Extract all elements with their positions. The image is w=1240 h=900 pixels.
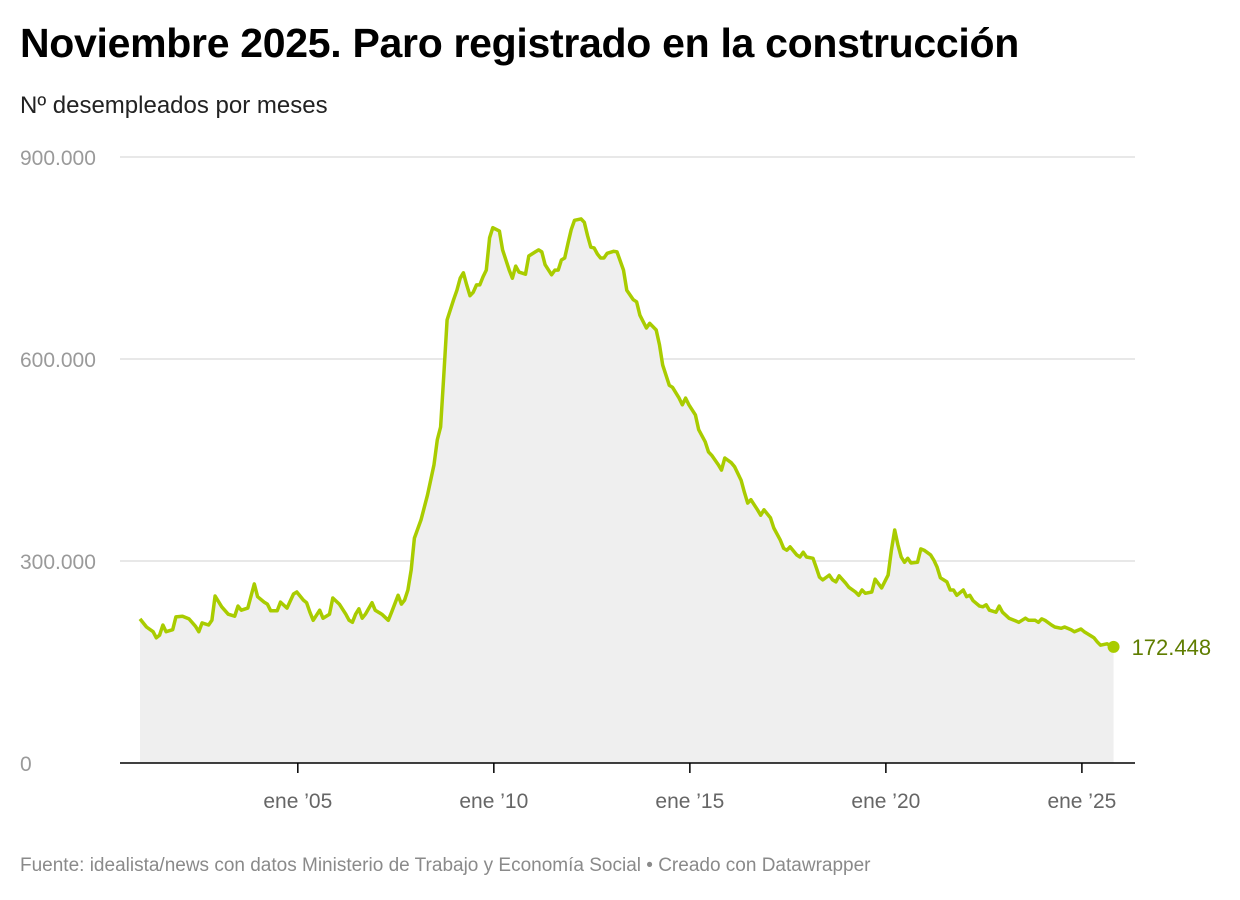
- y-tick-label: 600.000: [20, 349, 96, 372]
- y-tick-label: 0: [20, 753, 32, 776]
- end-value-label: 172.448: [1132, 635, 1212, 660]
- area-fill: [140, 218, 1114, 763]
- x-tick-label: ene ’05: [263, 790, 332, 813]
- x-tick-label: ene ’10: [459, 790, 528, 813]
- source-footer: Fuente: idealista/news con datos Ministe…: [20, 855, 871, 876]
- series-line: [138, 217, 1115, 649]
- chart-subtitle: Nº desempleados por meses: [20, 92, 328, 119]
- x-tick-label: ene ’15: [655, 790, 724, 813]
- x-axis-ticks: ene ’05 ene ’10 ene ’15 ene ’20 ene ’25: [263, 763, 1116, 813]
- chart-title: Noviembre 2025. Paro registrado en la co…: [20, 20, 1019, 66]
- y-tick-label: 900.000: [20, 147, 96, 170]
- x-tick-label: ene ’20: [851, 790, 920, 813]
- y-axis-ticks: 0 300.000 600.000 900.000: [20, 147, 96, 776]
- end-point-marker: [1107, 640, 1120, 653]
- x-tick-label: ene ’25: [1047, 790, 1116, 813]
- y-tick-label: 300.000: [20, 551, 96, 574]
